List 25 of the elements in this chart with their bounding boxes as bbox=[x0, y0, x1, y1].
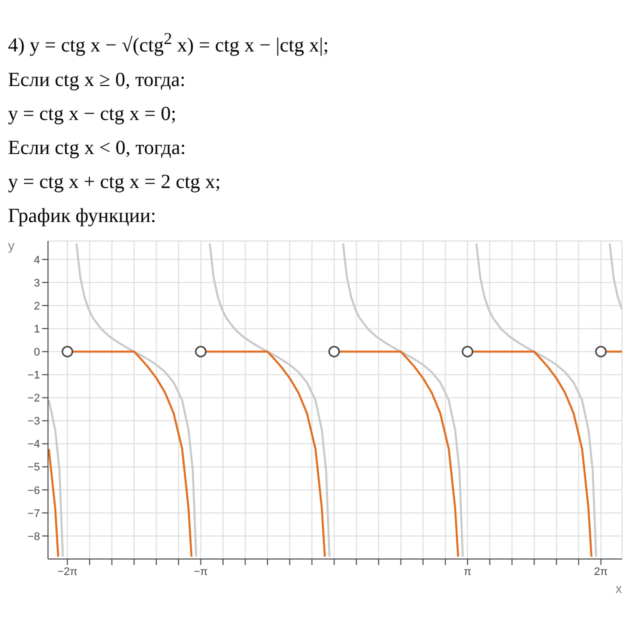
x-tick-label: π bbox=[464, 565, 472, 578]
y-tick-label: −5 bbox=[27, 461, 40, 474]
x-tick-label: −π bbox=[194, 565, 208, 578]
y-tick-label: 1 bbox=[34, 323, 40, 336]
text: График функции: bbox=[8, 204, 158, 229]
y-tick-label: −2 bbox=[27, 392, 40, 404]
text: y = ctg x − ctg x = 0; bbox=[8, 102, 178, 127]
y-tick-label: −1 bbox=[27, 369, 40, 382]
x-tick-label: 2π bbox=[594, 565, 608, 578]
y-axis-title: y bbox=[8, 238, 15, 253]
x-axis-title: x bbox=[616, 580, 622, 596]
y-tick-label: −4 bbox=[27, 438, 40, 450]
text: 4) y = ctg x − √(ctg$^{2}$ x) = ctg x − |ctg x|; bbox=[8, 28, 330, 59]
y-tick-label: −7 bbox=[27, 507, 40, 520]
y-tick-label: 0 bbox=[34, 346, 40, 358]
y-tick-label: 3 bbox=[34, 277, 40, 290]
y-tick-label: −6 bbox=[27, 484, 40, 496]
text: y = ctg x + ctg x = 2 ctg x; bbox=[8, 170, 222, 195]
y-tick-label: −8 bbox=[27, 530, 40, 543]
text: Если ctg x ≥ 0, тогда: bbox=[8, 68, 186, 93]
x-tick-label: −2π bbox=[57, 565, 78, 578]
text: Если ctg x < 0, тогда: bbox=[8, 136, 187, 161]
y-tick-label: 4 bbox=[34, 254, 40, 266]
y-tick-label: 2 bbox=[34, 300, 40, 312]
y-tick-label: −3 bbox=[27, 415, 40, 428]
